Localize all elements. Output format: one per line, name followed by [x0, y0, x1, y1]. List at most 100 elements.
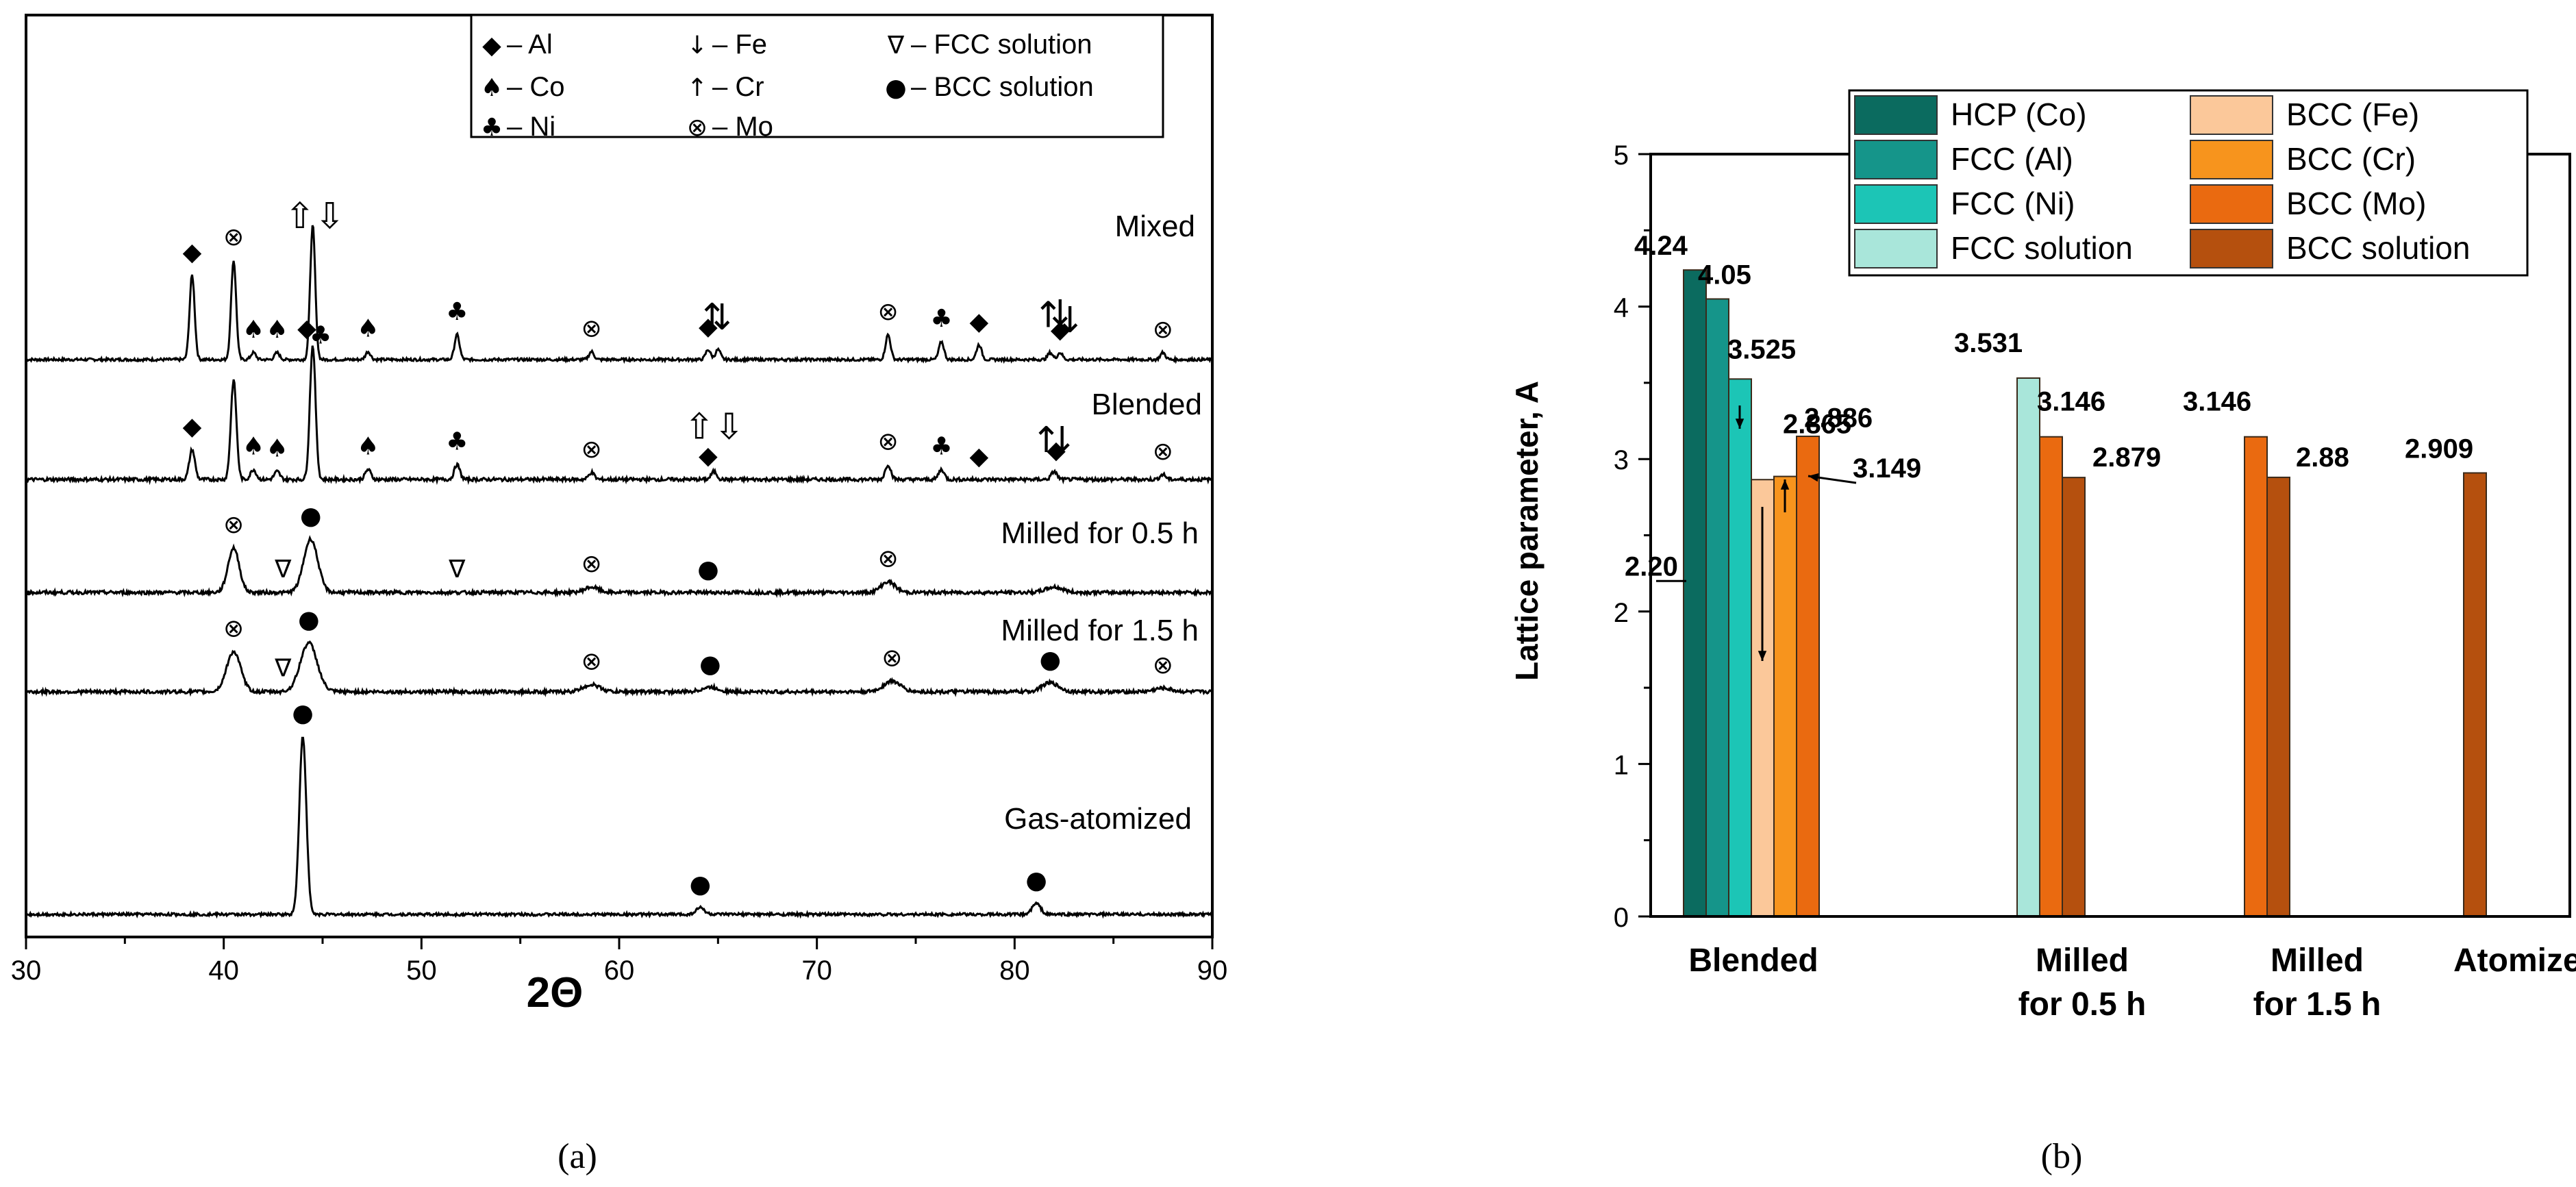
legend-entry-text: – Mo [712, 112, 773, 142]
y-tick-label: 2 [1614, 598, 1629, 628]
panel-a-xrd-chart: 30 40 50 60 70 80 90 ◆⊗♠ ♠ ◆♣⇧⇩♠♣⊗ ◆↑↓ ⊗ ♣ ◆ ↑↓↓◆ ⊗◆♠ ♠… [11, 14, 1227, 1176]
peak-marker: ⊗ [582, 648, 602, 676]
legend-symbol: ♠ [481, 74, 503, 102]
legend-swatch-fcc-ni [1854, 184, 1938, 224]
legend-entry-text: BCC (Mo) [2286, 186, 2426, 221]
category-label: Milled for 1.5 h [2253, 942, 2381, 1023]
legend-swatch-fcc-al [1854, 140, 1938, 179]
data-label: 2.886 [1804, 403, 1873, 434]
peak-marker: ∇ [274, 654, 292, 682]
legend-entry-text: FCC (Ni) [1951, 186, 2075, 221]
data-label: 2.879 [2092, 442, 2161, 473]
bar-fcc-al [1705, 298, 1729, 918]
peak-marker: ⊗ [582, 314, 602, 342]
peak-marker: ◆ [699, 312, 718, 340]
legend-entry-text: FCC solution [1951, 230, 2133, 266]
panel-b-y-axis-title: Lattice parameter, A [1509, 381, 1545, 681]
peak-marker: ♠ [357, 433, 379, 461]
legend-entry-text: FCC (Al) [1951, 141, 2073, 177]
legend-symbol: ● [885, 74, 906, 102]
x-tick-label: 30 [11, 955, 42, 986]
bar-bcc-solution [2266, 476, 2290, 917]
arrow-to-bcc-cr [1780, 479, 1790, 512]
peak-marker: ↑ [697, 297, 727, 338]
trace-gas-atomized [25, 736, 1214, 919]
peak-marker: ↑ [1034, 295, 1064, 336]
data-label: 3.146 [2183, 387, 2251, 417]
legend-entry-text: – Al [507, 29, 553, 60]
bar-fcc-ni [1728, 378, 1752, 917]
trace-mixed [25, 225, 1214, 364]
x-tick-label: 70 [801, 955, 832, 986]
x-tick-label: 80 [999, 955, 1030, 986]
y-tick-label: 3 [1614, 445, 1629, 475]
trace-milled-for-1-5-h [25, 640, 1212, 698]
peak-marker: ♣ [930, 433, 952, 461]
peak-marker: ◆ [970, 308, 989, 336]
peak-marker: ● [690, 871, 711, 899]
data-label: 2.909 [2405, 434, 2473, 464]
legend-symbol: ⊗ [687, 114, 708, 142]
panel-a-plot-frame [25, 14, 1214, 938]
peak-marker: ↓ [1047, 420, 1077, 461]
peak-marker: ⊗ [881, 644, 902, 672]
legend-symbol: ♣ [481, 114, 503, 142]
panel-b-bars [1683, 269, 2487, 918]
x-tick-label: 50 [406, 955, 437, 986]
panel-b-category-labels: Blended Milled for 0.5 h Milled for 1.5 h Ato… [1688, 942, 2576, 1023]
peak-marker: ↓ [707, 297, 737, 338]
curve-label-mixed: Mixed [1115, 210, 1195, 243]
peak-marker: ◆ [183, 413, 202, 441]
data-label: 3.525 [1727, 334, 1796, 364]
trace-blended [25, 345, 1213, 486]
peak-marker: ◆ [699, 442, 718, 470]
legend-symbol: ∇ [887, 32, 905, 60]
peak-marker: ⊗ [1153, 316, 1173, 344]
trace-milled-for-0-5-h [25, 535, 1214, 599]
y-tick-label: 0 [1614, 903, 1629, 933]
data-label: 4.05 [1698, 260, 1751, 290]
peak-marker: ↑ [1031, 420, 1062, 461]
peak-marker: ◆ [1051, 316, 1070, 344]
x-tick-label: 40 [208, 955, 239, 986]
data-label: 4.24 [1634, 231, 1688, 261]
arrow-to-bcc-mo [1808, 473, 1857, 484]
peak-marker: ◆ [183, 238, 202, 266]
bar-bcc-solution [2463, 472, 2487, 917]
peak-marker: ⊗ [582, 436, 602, 464]
panel-a-traces [25, 225, 1214, 919]
legend-entry-text: BCC (Cr) [2286, 141, 2416, 177]
panel-a-label: (a) [558, 1137, 597, 1176]
curve-label-milled-for-1-5-h: Milled for 1.5 h [1001, 614, 1199, 647]
data-label: 3.149 [1853, 453, 1921, 484]
y-tick-label: 5 [1614, 140, 1629, 171]
peak-marker: ⊗ [582, 550, 602, 578]
legend-entry-text: BCC (Fe) [2286, 97, 2419, 132]
bar-bcc-solution [2062, 477, 2086, 917]
legend-box [470, 14, 1164, 138]
arrow-to-bcc-fe [1758, 507, 1767, 661]
legend-swatch-bcc-fe [2190, 95, 2273, 135]
panel-a-x-ticks: 30 40 50 60 70 80 90 [11, 937, 1227, 986]
bar-fcc-solution [2016, 377, 2040, 917]
peak-marker: ⊗ [223, 615, 244, 643]
peak-marker: ♠ [266, 316, 288, 344]
peak-marker: ⇧⇩ [285, 196, 345, 237]
legend-swatch-hcp-co [1854, 95, 1938, 135]
bar-bcc-mo [2244, 436, 2268, 917]
panel-a-x-axis-title: 2Θ [527, 969, 584, 1016]
peak-marker: ♣ [310, 322, 332, 350]
legend-swatch-bcc-solution [2190, 229, 2273, 268]
bar-bcc-mo [1796, 436, 1820, 917]
legend-entry-text: HCP (Co) [1951, 97, 2087, 132]
peak-marker: ⊗ [878, 298, 899, 326]
panel-b-lattice-bar-chart: 0 1 2 3 4 5 Blended Milled for 0.5 h Milled for 1… [1509, 89, 2576, 1176]
bar-hcp-co [1683, 269, 1707, 917]
legend-swatch-bcc-cr [2190, 140, 2273, 179]
peak-marker: ∇ [274, 555, 292, 584]
peak-marker: ♣ [446, 298, 468, 326]
bar-bcc-mo [2039, 436, 2063, 917]
panel-b-y-ticks: 0 1 2 3 4 5 [1614, 140, 1651, 933]
